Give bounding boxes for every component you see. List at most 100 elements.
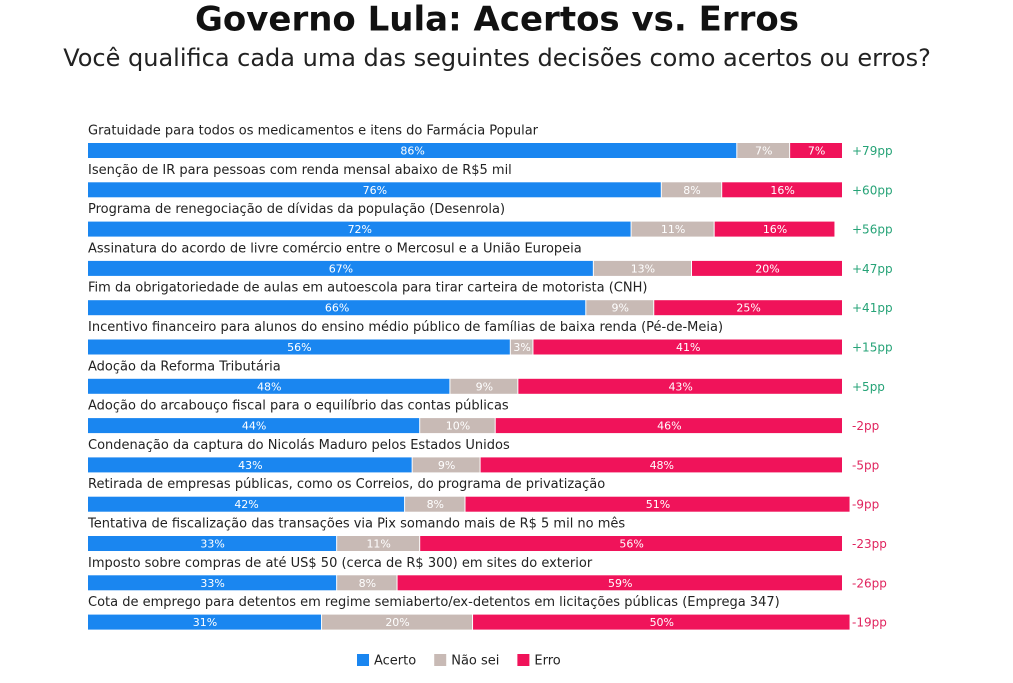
- legend-label: Não sei: [451, 654, 499, 669]
- value-label: 56%: [619, 538, 643, 551]
- bar-segment: [88, 418, 420, 434]
- category-label: Isenção de IR para pessoas com renda men…: [88, 163, 512, 178]
- bar-segment: [450, 378, 518, 394]
- value-label: 86%: [400, 145, 424, 158]
- net-label: -9pp: [852, 498, 879, 512]
- value-label: 43%: [668, 380, 692, 393]
- category-label: Cota de emprego para detentos em regime …: [88, 595, 780, 610]
- bar-segment: [88, 496, 405, 512]
- legend-swatch: [357, 654, 369, 666]
- category-label: Gratuidade para todos os medicamentos e …: [88, 124, 539, 139]
- bar-segment: [722, 182, 842, 198]
- bar-segment: [473, 614, 850, 630]
- bar-segment: [412, 457, 480, 473]
- net-label: +47pp: [852, 262, 893, 276]
- value-label: 31%: [193, 616, 217, 629]
- bar-segment: [88, 300, 586, 316]
- bar-segment: [88, 575, 337, 591]
- bar-segment: [586, 300, 654, 316]
- chart-subtitle: Você qualifica cada uma das seguintes de…: [63, 44, 931, 72]
- bar-segment: [88, 260, 593, 276]
- value-label: 25%: [736, 302, 760, 315]
- bar-segment: [88, 614, 322, 630]
- value-label: 50%: [650, 616, 674, 629]
- net-label: -2pp: [852, 419, 879, 433]
- value-label: 11%: [661, 223, 685, 236]
- value-label: 7%: [755, 145, 772, 158]
- bar-segment: [714, 221, 835, 237]
- bar-segment: [593, 260, 691, 276]
- value-label: 9%: [612, 302, 629, 315]
- value-label: 59%: [608, 577, 632, 590]
- value-label: 33%: [200, 577, 224, 590]
- value-label: 10%: [446, 420, 470, 433]
- bar-segment: [518, 378, 842, 394]
- net-label: +5pp: [852, 380, 885, 394]
- bar-segment: [397, 575, 842, 591]
- bar-segment: [661, 182, 722, 198]
- legend-swatch: [517, 654, 530, 666]
- category-label: Tentativa de fiscalização das transações…: [87, 517, 625, 532]
- category-label: Adoção do arcabouço fiscal para o equilí…: [88, 399, 509, 414]
- category-label: Condenação da captura do Nicolás Maduro …: [88, 438, 510, 453]
- bar-segment: [88, 221, 631, 237]
- legend-label: Acerto: [374, 654, 416, 669]
- value-label: 8%: [683, 184, 700, 197]
- net-label: -5pp: [852, 458, 879, 472]
- bar-segment: [465, 496, 850, 512]
- bar-segment: [88, 143, 737, 158]
- bar-segment: [337, 575, 397, 591]
- value-label: 8%: [359, 577, 376, 590]
- bar-segment: [737, 143, 790, 158]
- legend-swatch: [434, 654, 447, 666]
- net-label: -19pp: [852, 616, 887, 630]
- net-label: +56pp: [852, 223, 893, 237]
- value-label: 16%: [763, 223, 787, 236]
- bar-segment: [420, 418, 495, 434]
- bar-segment: [405, 496, 465, 512]
- category-label: Imposto sobre compras de até US$ 50 (cer…: [88, 556, 593, 571]
- net-label: -26pp: [852, 576, 887, 590]
- bar-segment: [654, 300, 842, 316]
- value-label: 8%: [427, 498, 444, 511]
- category-label: Assinatura do acordo de livre comércio e…: [88, 241, 582, 256]
- value-label: 20%: [385, 616, 409, 629]
- value-label: 20%: [755, 262, 779, 275]
- value-label: 16%: [770, 184, 794, 197]
- net-label: -23pp: [852, 537, 887, 551]
- category-label: Adoção da Reforma Tributária: [88, 359, 281, 374]
- value-label: 51%: [646, 498, 670, 511]
- bar-segment: [337, 536, 420, 551]
- legend-label: Erro: [534, 654, 560, 669]
- bar-segment: [88, 536, 337, 551]
- net-label: +60pp: [852, 183, 893, 197]
- bar-segment: [88, 182, 661, 198]
- value-label: 44%: [242, 420, 266, 433]
- value-label: 42%: [234, 498, 258, 511]
- category-label: Incentivo financeiro para alunos do ensi…: [88, 320, 723, 335]
- value-label: 11%: [366, 538, 390, 551]
- bar-segment: [88, 457, 412, 473]
- value-label: 33%: [200, 538, 224, 551]
- value-label: 48%: [650, 459, 674, 472]
- value-label: 48%: [257, 380, 281, 393]
- category-label: Programa de renegociação de dívidas da p…: [88, 202, 505, 217]
- value-label: 9%: [476, 380, 493, 393]
- bar-segment: [533, 339, 842, 355]
- category-label: Fim da obrigatoriedade de aulas em autoe…: [88, 281, 647, 296]
- value-label: 43%: [238, 459, 262, 472]
- bar-segment: [692, 260, 842, 276]
- chart-title: Governo Lula: Acertos vs. Erros: [195, 0, 799, 40]
- category-label: Retirada de empresas públicas, como os C…: [88, 477, 605, 492]
- value-label: 76%: [363, 184, 387, 197]
- bar-segment: [480, 457, 842, 473]
- bar-segment: [88, 378, 450, 394]
- value-label: 56%: [287, 341, 311, 354]
- net-label: +15pp: [852, 341, 893, 355]
- bar-segment: [322, 614, 473, 630]
- value-label: 13%: [631, 262, 655, 275]
- value-label: 72%: [348, 223, 372, 236]
- value-label: 67%: [329, 262, 353, 275]
- bar-segment: [88, 339, 510, 355]
